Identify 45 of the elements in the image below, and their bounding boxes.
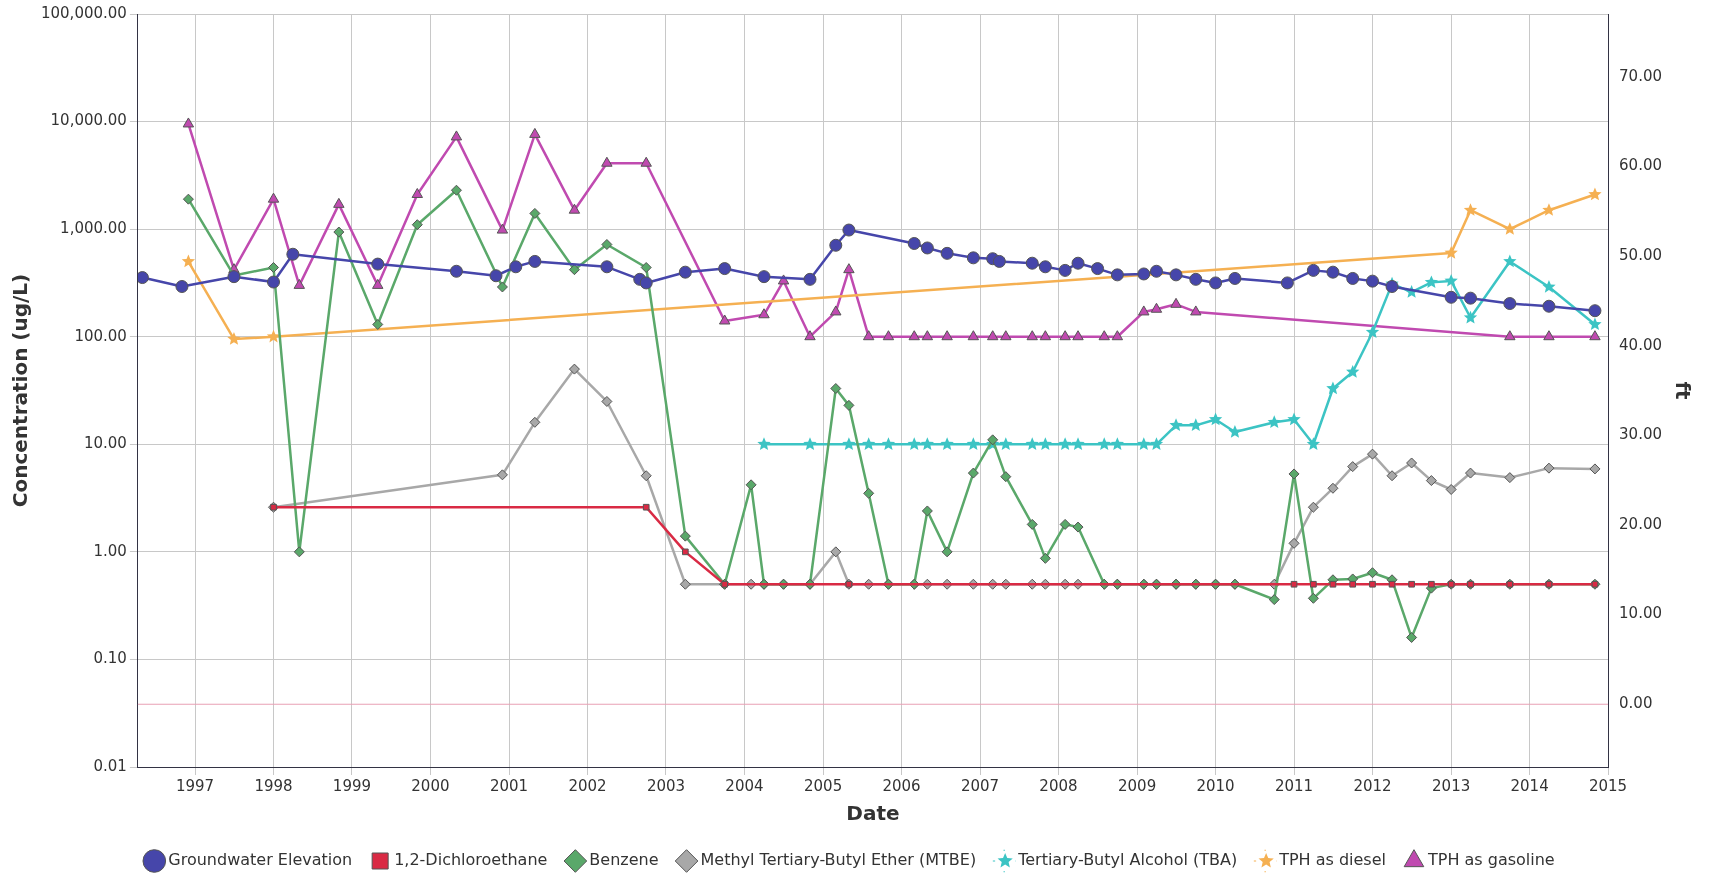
x-tick-label: 2001: [489, 776, 529, 795]
x-tick-label: 2002: [568, 776, 607, 795]
y-tick-label: 1,000.00: [60, 219, 127, 238]
legend-label: Tertiary-Butyl Alcohol (TBA): [1017, 850, 1238, 870]
y-tick-label: 100,000.00: [40, 3, 127, 22]
x-tick-label: 2000: [411, 776, 450, 795]
x-tick-label: 2011: [1274, 776, 1314, 795]
x-tick-label: 2010: [1196, 776, 1235, 795]
y2-tick-label: 10.00: [1619, 604, 1663, 623]
legend-label: Groundwater Elevation: [168, 850, 353, 870]
x-tick-label: 2004: [725, 776, 764, 795]
y2-axis-title: ft: [1670, 381, 1695, 401]
legend-label: Methyl Tertiary-Butyl Ether (MTBE): [700, 850, 977, 870]
legend-label: 1,2-Dichloroethane: [394, 850, 548, 870]
y-tick-label: 1.00: [93, 541, 127, 560]
x-tick-label: 2013: [1432, 776, 1471, 795]
y-axis-title: Concentration (ug/L): [8, 273, 33, 508]
x-tick-label: 1997: [175, 776, 215, 795]
x-tick-label: 2003: [646, 776, 686, 795]
x-tick-label: 2014: [1510, 776, 1549, 795]
x-tick-label: 2015: [1588, 776, 1628, 795]
y2-tick-label: 70.00: [1619, 66, 1663, 85]
y-tick-label: 0.10: [93, 649, 127, 668]
x-tick-label: 1999: [332, 776, 372, 795]
y2-tick-label: 30.00: [1619, 425, 1663, 444]
y2-tick-label: 50.00: [1619, 245, 1663, 264]
x-tick-label: 2005: [804, 776, 843, 795]
x-tick-label: 1998: [254, 776, 293, 795]
y-tick-label: 0.01: [93, 756, 127, 775]
x-tick-label: 2009: [1118, 776, 1157, 795]
x-tick-label: 2007: [960, 776, 1000, 795]
y2-tick-label: 40.00: [1619, 335, 1663, 354]
legend-label: TPH as diesel: [1278, 850, 1386, 870]
y2-tick-label: 20.00: [1619, 514, 1663, 533]
y2-tick-label: 60.00: [1619, 156, 1663, 175]
x-tick-label: 2008: [1039, 776, 1078, 795]
x-tick-label: 2012: [1353, 776, 1392, 795]
y2-tick-label: 0.00: [1619, 694, 1653, 713]
legend-label: TPH as gasoline: [1426, 850, 1555, 870]
y-tick-label: 100.00: [74, 326, 127, 345]
y-tick-label: 10.00: [83, 434, 127, 453]
legend-label: Benzene: [589, 850, 659, 870]
y-tick-label: 10,000.00: [50, 111, 127, 130]
x-axis-title: Date: [846, 801, 900, 826]
x-tick-label: 2006: [882, 776, 921, 795]
